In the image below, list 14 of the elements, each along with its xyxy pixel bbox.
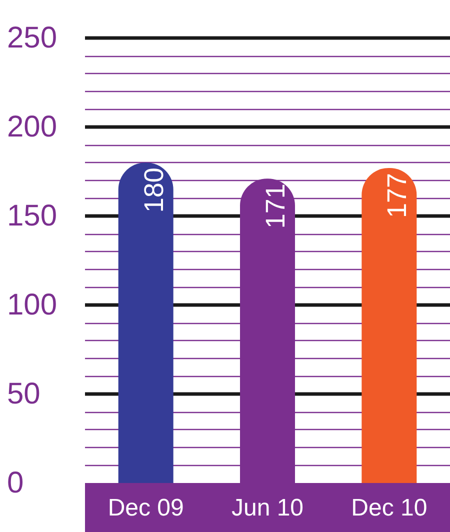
y-tick-label: 150 <box>7 200 58 232</box>
data-label: 171 <box>260 184 290 229</box>
bar <box>118 162 174 483</box>
y-tick-label: 250 <box>7 22 58 54</box>
x-tick-label: Dec 10 <box>351 494 428 522</box>
data-label: 177 <box>382 172 412 218</box>
x-tick-label: Dec 09 <box>108 494 184 522</box>
bar <box>362 168 417 483</box>
y-tick-label: 100 <box>7 288 58 322</box>
x-tick-label: Jun 10 <box>231 494 304 522</box>
data-label: 180 <box>138 168 169 213</box>
y-tick-label: 0 <box>7 466 24 500</box>
y-tick-label: 200 <box>7 110 58 144</box>
y-tick-label: 50 <box>7 378 40 410</box>
